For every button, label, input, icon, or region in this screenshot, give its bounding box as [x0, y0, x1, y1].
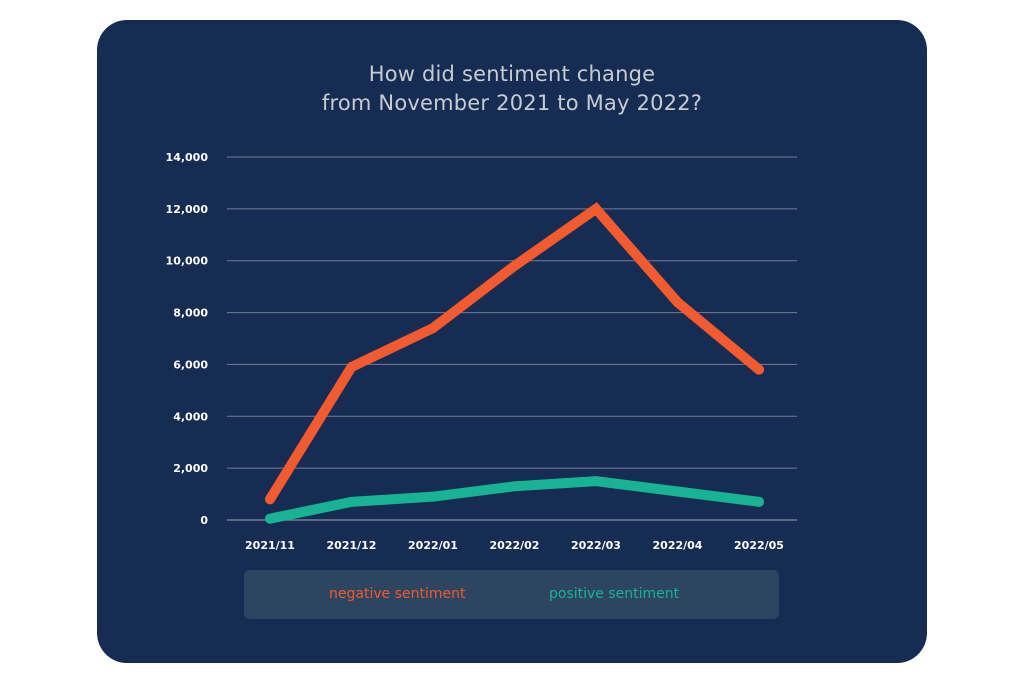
x-tick-label: 2022/03: [571, 539, 621, 552]
grid-lines: [227, 156, 797, 521]
y-tick-label: 2,000: [173, 462, 208, 475]
x-tick-label: 2021/12: [327, 539, 377, 552]
y-tick-label: 10,000: [166, 255, 209, 268]
data-point-positive-sentiment: [672, 486, 683, 497]
x-tick-label: 2022/01: [408, 539, 458, 552]
data-point-positive-sentiment: [509, 481, 520, 492]
data-point-negative-sentiment: [591, 203, 601, 214]
y-tick-label: 4,000: [173, 410, 208, 423]
x-tick-label: 2022/04: [653, 539, 703, 552]
x-tick-label: 2022/05: [734, 539, 784, 552]
data-point-negative-sentiment: [346, 362, 357, 373]
series-lines: [265, 202, 764, 524]
data-point-positive-sentiment: [428, 491, 438, 502]
legend-item-negative-sentiment: negative sentiment: [329, 586, 466, 602]
data-point-negative-sentiment: [672, 297, 683, 308]
series-line-negative-sentiment: [265, 202, 764, 505]
y-tick-label: 12,000: [166, 203, 209, 216]
data-point-positive-sentiment: [346, 496, 357, 507]
y-tick-label: 6,000: [173, 358, 208, 371]
data-point-negative-sentiment: [509, 260, 520, 271]
data-point-positive-sentiment: [591, 476, 601, 487]
legend: negative sentiment positive sentiment: [244, 570, 779, 619]
data-point-negative-sentiment: [265, 494, 275, 505]
chart-card: [97, 20, 927, 663]
chart-title-line-2: from November 2021 to May 2022?: [321, 91, 703, 115]
data-point-negative-sentiment: [754, 364, 764, 375]
y-tick-label: 14,000: [166, 151, 209, 164]
x-tick-label: 2022/02: [490, 539, 540, 552]
data-point-positive-sentiment: [265, 513, 275, 524]
y-tick-label: 8,000: [173, 307, 208, 320]
x-tick-labels: 2021/11 2021/12 2022/01 2022/02 2022/03 2022/…: [245, 539, 784, 552]
x-tick-label: 2021/11: [245, 539, 295, 552]
legend-item-positive-sentiment: positive sentiment: [549, 586, 680, 602]
chart-title: How did sentiment change from November 2…: [97, 60, 927, 118]
y-tick-labels: 0 2,000 4,000 6,000 8,000 10,000 12,000 14,000: [166, 151, 209, 527]
y-tick-label: 0: [200, 514, 208, 527]
data-point-positive-sentiment: [754, 496, 764, 507]
chart-title-line-1: How did sentiment change: [368, 62, 656, 86]
data-point-negative-sentiment: [428, 323, 438, 334]
